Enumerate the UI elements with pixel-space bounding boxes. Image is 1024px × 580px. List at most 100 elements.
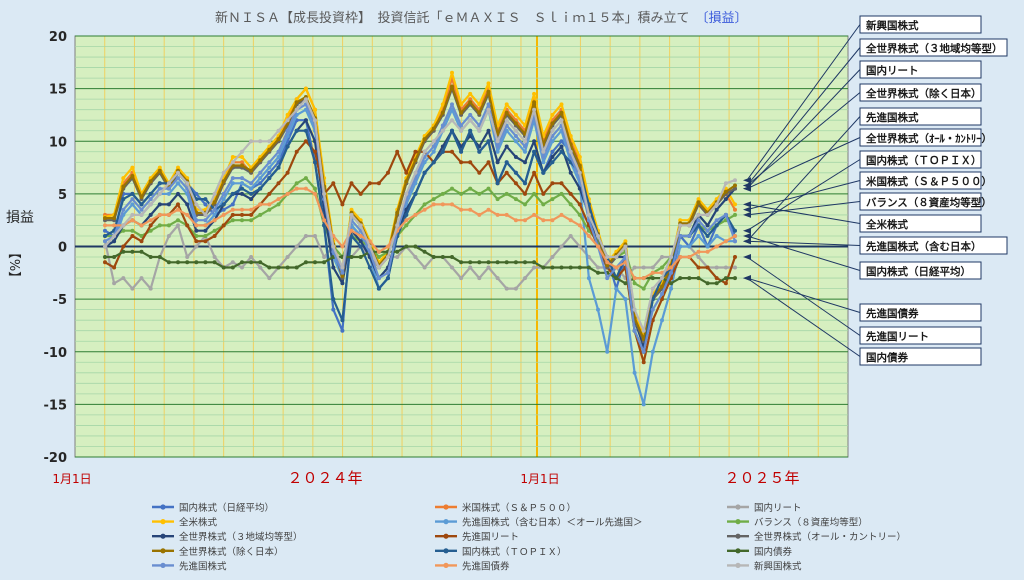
- callout-label: 新興国株式: [866, 19, 919, 32]
- data-point: [157, 168, 162, 173]
- data-point: [212, 255, 217, 259]
- data-point: [340, 265, 345, 270]
- data-point: [121, 244, 126, 249]
- data-point: [212, 191, 217, 196]
- data-point: [559, 212, 564, 217]
- data-point: [440, 123, 445, 128]
- data-point: [249, 139, 254, 144]
- data-point: [577, 202, 582, 207]
- x-label-year-2025: ２０２５年: [724, 469, 799, 487]
- callout-arrow: [746, 137, 861, 190]
- data-point: [139, 212, 144, 217]
- data-point: [559, 149, 564, 154]
- data-point: [605, 255, 610, 259]
- data-point: [733, 183, 737, 188]
- data-point: [285, 170, 290, 175]
- data-point: [523, 191, 527, 196]
- data-point: [468, 97, 473, 102]
- y-tick-label: 5: [58, 188, 67, 203]
- callout-6: 全世界株式（ｵｰﾙ・ｶﾝﾄﾘｰ）: [743, 128, 992, 192]
- data-point: [660, 255, 664, 259]
- data-point: [650, 286, 655, 291]
- y-tick-label: 0: [58, 241, 67, 256]
- data-point: [276, 128, 281, 133]
- data-point: [148, 202, 153, 207]
- data-point: [568, 265, 573, 270]
- data-point: [130, 249, 135, 254]
- data-point: [678, 276, 683, 281]
- data-point: [404, 223, 409, 228]
- data-point: [294, 265, 299, 270]
- data-point: [486, 160, 491, 165]
- data-point: [513, 218, 518, 223]
- data-point: [450, 255, 454, 259]
- data-point: [267, 265, 272, 270]
- data-point: [669, 270, 674, 275]
- data-point: [230, 212, 235, 217]
- data-point: [112, 223, 117, 228]
- data-point: [294, 149, 299, 154]
- data-point: [532, 212, 537, 217]
- data-point: [532, 191, 537, 196]
- data-point: [614, 286, 619, 291]
- data-point: [267, 207, 272, 212]
- legend-label: 国内債券: [754, 546, 793, 558]
- series-13: [103, 102, 737, 354]
- data-point: [112, 255, 117, 259]
- data-point: [696, 212, 701, 217]
- data-point: [139, 276, 144, 281]
- data-point: [230, 176, 235, 181]
- data-point: [303, 260, 308, 265]
- legend-item: 国内株式（ＴＯＰＩＸ）: [435, 546, 567, 558]
- data-point: [176, 260, 180, 265]
- data-point: [486, 139, 491, 144]
- data-point: [440, 149, 445, 154]
- data-point: [504, 260, 509, 265]
- data-point: [422, 265, 427, 270]
- data-point: [349, 234, 354, 238]
- data-point: [550, 149, 555, 154]
- data-point: [431, 197, 436, 202]
- legend-label: 米国株式（Ｓ＆Ｐ５００）: [462, 502, 576, 514]
- data-point: [121, 249, 126, 254]
- data-point: [267, 176, 272, 181]
- data-point: [139, 207, 144, 212]
- data-point: [477, 276, 482, 281]
- data-point: [559, 118, 564, 123]
- data-point: [559, 102, 564, 107]
- series-line: [105, 177, 736, 290]
- data-point: [714, 234, 719, 238]
- data-point: [212, 260, 217, 265]
- data-point: [687, 223, 692, 228]
- data-point: [194, 239, 199, 244]
- legend-swatch-marker: [160, 504, 166, 510]
- data-point: [440, 202, 445, 207]
- data-point: [696, 200, 701, 205]
- data-point: [623, 260, 628, 265]
- data-point: [130, 212, 135, 217]
- y-axis-unit: 【%】: [6, 246, 21, 284]
- data-point: [267, 147, 272, 152]
- data-point: [157, 202, 162, 207]
- data-point: [166, 186, 171, 191]
- data-point: [678, 218, 683, 223]
- legend-swatch-marker: [443, 548, 449, 554]
- data-point: [221, 170, 226, 175]
- data-point: [358, 191, 363, 196]
- data-point: [705, 244, 710, 249]
- data-point: [176, 191, 180, 196]
- data-point: [696, 276, 701, 281]
- data-point: [440, 255, 445, 259]
- chart-title-main: 新ＮＩＳＡ【成長投資枠】 投資信託「ｅＭＡＸＩＳ Ｓｌｉｍ１５本」積み立て: [215, 10, 690, 26]
- data-point: [112, 281, 117, 286]
- data-point: [395, 210, 400, 215]
- data-point: [166, 223, 171, 228]
- data-point: [541, 202, 546, 207]
- data-point: [221, 197, 226, 202]
- data-point: [276, 137, 281, 142]
- data-point: [212, 218, 217, 223]
- data-point: [176, 218, 180, 223]
- data-point: [240, 218, 244, 223]
- callout-arrow: [746, 203, 861, 224]
- callout-label: 先進国株式（含む日本）: [866, 240, 982, 253]
